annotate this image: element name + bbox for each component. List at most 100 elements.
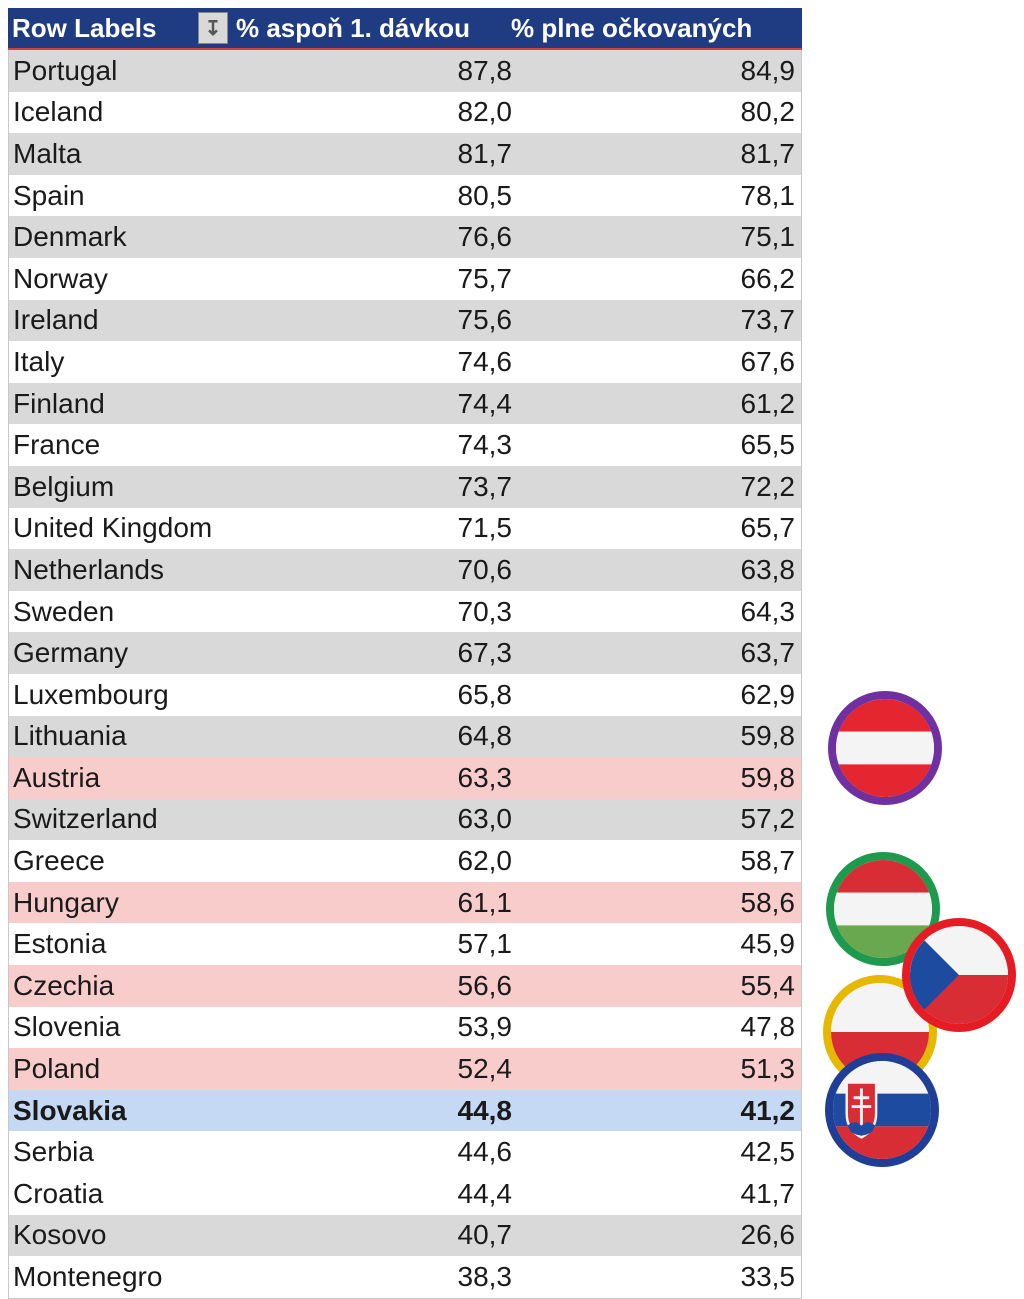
- row-country-cell[interactable]: Kosovo: [13, 1219, 107, 1251]
- row-first-dose-cell[interactable]: 65,8: [457, 678, 513, 710]
- row-country-cell[interactable]: Luxembourg: [13, 678, 169, 710]
- row-country-cell[interactable]: United Kingdom: [13, 512, 213, 544]
- row-labels-header[interactable]: Row Labels: [12, 12, 157, 43]
- row-country-cell[interactable]: Lithuania: [13, 720, 127, 752]
- row-first-dose-cell[interactable]: 56,6: [457, 969, 513, 1001]
- table-row[interactable]: Luxembourg 65,8 62,9: [8, 673, 802, 716]
- row-fully-vaccinated-cell[interactable]: 58,7: [740, 845, 796, 877]
- row-fully-vaccinated-cell[interactable]: 41,2: [740, 1094, 796, 1126]
- table-row[interactable]: United Kingdom 71,5 65,7: [8, 507, 802, 550]
- row-first-dose-cell[interactable]: 44,4: [457, 1177, 513, 1209]
- row-country-cell[interactable]: France: [13, 429, 101, 461]
- row-first-dose-cell[interactable]: 75,6: [457, 304, 513, 336]
- table-row[interactable]: Malta 81,7 81,7: [8, 133, 802, 175]
- table-row[interactable]: Finland 74,4 61,2: [8, 382, 802, 425]
- table-row[interactable]: Lithuania 64,8 59,8: [8, 715, 802, 758]
- row-fully-vaccinated-cell[interactable]: 65,5: [740, 429, 796, 461]
- table-row[interactable]: Norway 75,7 66,2: [8, 257, 802, 300]
- row-country-cell[interactable]: Portugal: [13, 54, 118, 86]
- row-fully-vaccinated-cell[interactable]: 41,7: [740, 1177, 796, 1209]
- row-fully-vaccinated-cell[interactable]: 51,3: [740, 1053, 796, 1085]
- table-row[interactable]: Poland 52,4 51,3: [8, 1048, 802, 1090]
- row-country-cell[interactable]: Austria: [13, 761, 101, 793]
- row-fully-vaccinated-cell[interactable]: 63,7: [740, 637, 796, 669]
- table-row[interactable]: Netherlands 70,6 63,8: [8, 549, 802, 591]
- row-fully-vaccinated-cell[interactable]: 57,2: [740, 803, 796, 835]
- row-first-dose-cell[interactable]: 53,9: [457, 1011, 513, 1043]
- row-country-cell[interactable]: Switzerland: [13, 803, 158, 835]
- row-first-dose-cell[interactable]: 70,6: [457, 553, 513, 585]
- row-fully-vaccinated-cell[interactable]: 75,1: [740, 221, 796, 253]
- row-fully-vaccinated-cell[interactable]: 73,7: [740, 304, 796, 336]
- row-country-cell[interactable]: Croatia: [13, 1177, 104, 1209]
- row-first-dose-cell[interactable]: 82,0: [457, 96, 513, 128]
- row-fully-vaccinated-cell[interactable]: 59,8: [740, 720, 796, 752]
- table-row[interactable]: Ireland 75,6 73,7: [8, 299, 802, 342]
- row-fully-vaccinated-cell[interactable]: 62,9: [740, 678, 796, 710]
- row-first-dose-cell[interactable]: 61,1: [457, 886, 513, 918]
- table-row[interactable]: Portugal 87,8 84,9: [8, 50, 802, 92]
- filter-sort-icon[interactable]: ↧: [198, 12, 228, 44]
- table-row[interactable]: Greece 62,0 58,7: [8, 840, 802, 882]
- row-first-dose-cell[interactable]: 81,7: [457, 137, 513, 169]
- row-country-cell[interactable]: Malta: [13, 137, 82, 169]
- table-row[interactable]: Iceland 82,0 80,2: [8, 91, 802, 134]
- table-row[interactable]: Denmark 76,6 75,1: [8, 216, 802, 258]
- row-fully-vaccinated-cell[interactable]: 47,8: [740, 1011, 796, 1043]
- row-first-dose-cell[interactable]: 67,3: [457, 637, 513, 669]
- row-country-cell[interactable]: Netherlands: [13, 553, 164, 585]
- row-fully-vaccinated-cell[interactable]: 59,8: [740, 761, 796, 793]
- table-row[interactable]: Germany 67,3 63,7: [8, 632, 802, 674]
- row-fully-vaccinated-cell[interactable]: 80,2: [740, 96, 796, 128]
- table-row[interactable]: Spain 80,5 78,1: [8, 174, 802, 217]
- row-first-dose-cell[interactable]: 70,3: [457, 595, 513, 627]
- row-first-dose-cell[interactable]: 71,5: [457, 512, 513, 544]
- row-country-cell[interactable]: Serbia: [13, 1136, 94, 1168]
- table-row[interactable]: Switzerland 63,0 57,2: [8, 798, 802, 841]
- table-row[interactable]: Hungary 61,1 58,6: [8, 881, 802, 924]
- row-first-dose-cell[interactable]: 38,3: [457, 1261, 513, 1293]
- row-country-cell[interactable]: Poland: [13, 1053, 101, 1085]
- table-row[interactable]: Estonia 57,1 45,9: [8, 923, 802, 966]
- row-first-dose-cell[interactable]: 44,8: [457, 1094, 513, 1126]
- row-country-cell[interactable]: Norway: [13, 262, 108, 294]
- row-fully-vaccinated-cell[interactable]: 78,1: [740, 179, 796, 211]
- table-row[interactable]: Serbia 44,6 42,5: [8, 1131, 802, 1174]
- row-country-cell[interactable]: Iceland: [13, 96, 104, 128]
- row-first-dose-cell[interactable]: 62,0: [457, 845, 513, 877]
- row-fully-vaccinated-cell[interactable]: 42,5: [740, 1136, 796, 1168]
- row-first-dose-cell[interactable]: 73,7: [457, 470, 513, 502]
- table-row[interactable]: Czechia 56,6 55,4: [8, 965, 802, 1007]
- row-country-cell[interactable]: Finland: [13, 387, 105, 419]
- table-row[interactable]: Slovenia 53,9 47,8: [8, 1006, 802, 1049]
- row-first-dose-cell[interactable]: 63,0: [457, 803, 513, 835]
- row-first-dose-cell[interactable]: 74,6: [457, 345, 513, 377]
- table-row[interactable]: Austria 63,3 59,8: [8, 757, 802, 799]
- table-row[interactable]: Italy 74,6 67,6: [8, 341, 802, 383]
- table-row[interactable]: Slovakia 44,8 41,2: [8, 1089, 802, 1132]
- row-country-cell[interactable]: Italy: [13, 345, 65, 377]
- row-country-cell[interactable]: Ireland: [13, 304, 99, 336]
- row-fully-vaccinated-cell[interactable]: 63,8: [740, 553, 796, 585]
- row-country-cell[interactable]: Denmark: [13, 221, 127, 253]
- row-fully-vaccinated-cell[interactable]: 72,2: [740, 470, 796, 502]
- row-country-cell[interactable]: Sweden: [13, 595, 115, 627]
- table-row[interactable]: Montenegro 38,3 33,5: [8, 1256, 802, 1298]
- row-fully-vaccinated-cell[interactable]: 26,6: [740, 1219, 796, 1251]
- row-first-dose-cell[interactable]: 57,1: [457, 928, 513, 960]
- row-first-dose-cell[interactable]: 80,5: [457, 179, 513, 211]
- table-row[interactable]: France 74,3 65,5: [8, 424, 802, 466]
- row-first-dose-cell[interactable]: 64,8: [457, 720, 513, 752]
- row-fully-vaccinated-cell[interactable]: 67,6: [740, 345, 796, 377]
- row-first-dose-cell[interactable]: 75,7: [457, 262, 513, 294]
- table-row[interactable]: Croatia 44,4 41,7: [8, 1173, 802, 1215]
- row-country-cell[interactable]: Greece: [13, 845, 105, 877]
- row-country-cell[interactable]: Montenegro: [13, 1261, 163, 1293]
- row-fully-vaccinated-cell[interactable]: 64,3: [740, 595, 796, 627]
- row-country-cell[interactable]: Hungary: [13, 886, 119, 918]
- table-row[interactable]: Sweden 70,3 64,3: [8, 590, 802, 633]
- table-row[interactable]: Belgium 73,7 72,2: [8, 465, 802, 508]
- row-country-cell[interactable]: Estonia: [13, 928, 107, 960]
- row-country-cell[interactable]: Spain: [13, 179, 85, 211]
- row-country-cell[interactable]: Slovenia: [13, 1011, 121, 1043]
